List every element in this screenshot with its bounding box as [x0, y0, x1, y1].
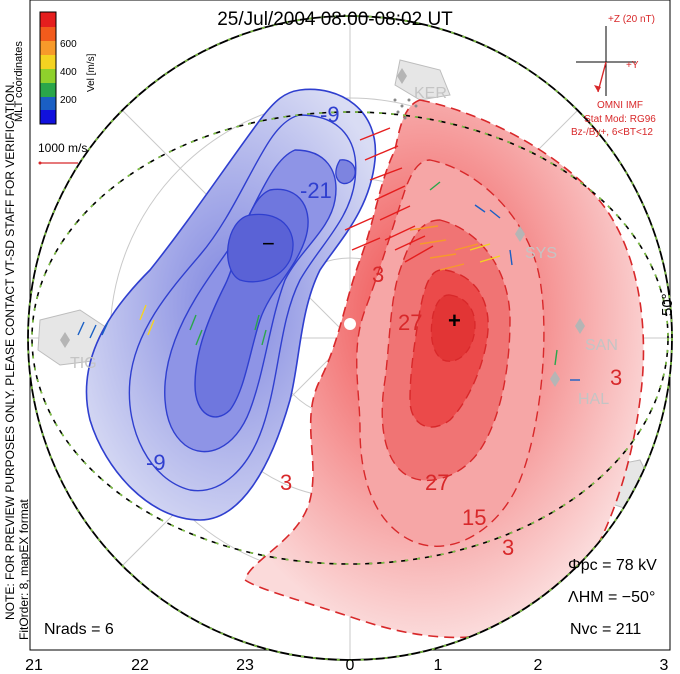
contour-label: 27 [425, 470, 449, 495]
colorbar-tick: 400 [60, 67, 77, 78]
preview-note: NOTE: FOR PREVIEW PURPOSES ONLY. PLEASE … [3, 81, 17, 620]
velocity-vectors [77, 98, 580, 381]
contour-labels: -9 -21 -9 3 27 27 15 3 3 3 [146, 102, 622, 560]
mlt-tick: 1 [434, 657, 443, 674]
radar-label: KER [414, 85, 447, 102]
contour-label: 3 [372, 262, 384, 287]
hm-boundary-green [31, 111, 669, 565]
imf-dial [576, 26, 636, 96]
mlt-tick: 21 [25, 657, 43, 674]
stat-model: Stat Mod: RG96 [584, 114, 656, 125]
velocity-colorbar: 600 400 200 Vel [m/s] [39, 11, 97, 125]
scale-vector-label: 1000 m/s [38, 141, 87, 155]
contour-label: 15 [462, 505, 486, 530]
radar-count: Nrads = 6 [44, 621, 114, 638]
colorbar-tick: 200 [60, 95, 77, 106]
mlt-tick: 3 [660, 657, 669, 674]
imf-y-label: +Y [626, 60, 639, 71]
map-title: 25/Jul/2004 08:00-08:02 UT [217, 9, 453, 30]
radar-markers [60, 68, 585, 387]
mlt-tick: 0 [346, 657, 355, 674]
contour-label: -21 [300, 178, 332, 203]
imf-z-label: +Z (20 nT) [608, 14, 655, 25]
contour-label: 27 [398, 310, 422, 335]
contour-label: 3 [610, 365, 622, 390]
colorbar-label: Vel [m/s] [86, 53, 97, 92]
radar-labels: KER SYS SAN HAL TIG [70, 85, 618, 408]
radar-label: SYS [525, 245, 557, 262]
radar-label: TIG [70, 355, 97, 372]
imf-source: OMNI IMF [597, 100, 643, 111]
imf-condition: Bz-/By+, 6<BT<12 [571, 127, 653, 138]
contour-label: -9 [146, 450, 166, 475]
mlt-tick: 2 [534, 657, 543, 674]
colorbar-tick: 600 [60, 39, 77, 50]
mlt-tick: 23 [236, 657, 254, 674]
mlt-axis: 21 22 23 0 1 2 3 [25, 657, 668, 674]
potential-max-marker: + [448, 308, 461, 333]
radar-label: SAN [585, 337, 618, 354]
mlt-coordinates-label: MLT coordinates [13, 41, 25, 122]
latitude-circle-dash [27, 15, 673, 661]
mlt-tick: 22 [131, 657, 149, 674]
negative-cell [85, 88, 377, 521]
radar-label: HAL [578, 391, 609, 408]
pole-marker [344, 318, 356, 330]
latitude-label: 50° [659, 293, 676, 316]
contour-label: -9 [320, 102, 340, 127]
potential-min-marker: − [262, 231, 275, 256]
scale-vector [38, 161, 78, 165]
fit-order-info: FitOrder: 8, mapEX format [17, 499, 31, 640]
contour-label: 3 [280, 470, 292, 495]
contour-label: 3 [502, 535, 514, 560]
cross-polar-potential: Φpc = 78 kV [568, 557, 657, 574]
vector-count: Nvc = 211 [570, 621, 641, 638]
hm-latitude: ΛHM = −50° [568, 589, 655, 606]
